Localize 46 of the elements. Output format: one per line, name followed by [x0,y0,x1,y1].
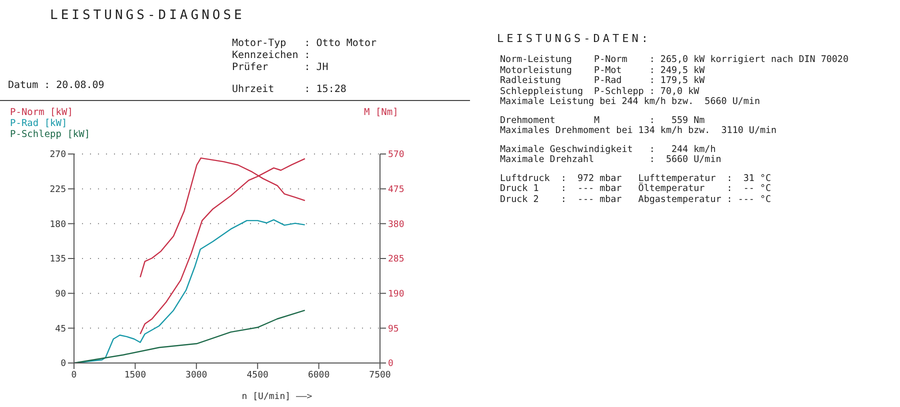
text: Norm-Leistung P-Norm : 265,0 kW korrigiert nach DIN 70020 [500,54,848,66]
line-series [74,310,306,363]
x-tick-label: 1500 [124,370,146,380]
text: P-Rad [kW] [10,118,68,129]
y-tick-label: 225 [50,185,66,196]
text: Datum : 20.08.09 [8,80,104,91]
y2-tick-label: 285 [388,254,404,265]
text: Maximale Drehzahl : 5660 U/min [500,154,722,166]
text: Motor-Typ : Otto Motor [232,38,376,50]
x-tick-label: 6000 [308,370,330,380]
y-tick-label: 90 [55,290,66,300]
text: Luftdruck : 972 mbar Lufttemperatur : 31 °C [500,172,772,184]
text: Prüfer : JH [232,62,330,74]
text: Kennzeichen : [232,50,312,62]
chart-title: LEISTUNGS-DIAGNOSE [50,8,245,23]
x-axis-title: n [U/min] ——> [242,392,313,402]
text: Radleistung P-Rad : 179,5 kW [500,75,706,86]
text: Drehmoment M : 559 Nm [500,114,706,126]
y2-tick-label: 475 [388,185,404,196]
text: Druck 1 : --- mbar Öltemperatur : -- °C [500,183,772,194]
x-tick-label: 3000 [186,370,208,380]
y2-tick-label: 190 [388,290,404,300]
y-tick-label: 180 [50,220,66,230]
y2-tick-label: 380 [388,220,404,230]
text: Maximale Leistung bei 244 km/h bzw. 5660 U/min [500,96,761,108]
text: Maximales Drehmoment bei 134 km/h bzw. 3110 U/min [500,125,778,136]
text: LEISTUNGS-DATEN: [497,32,651,45]
text: Maximale Geschwindigkeit : 244 km/h [500,144,717,155]
text: P-Norm [kW] [10,107,74,118]
y-tick-label: 135 [50,254,66,265]
text: Druck 2 : --- mbar Abgastemperatur : --- °C [500,194,772,205]
x-tick-label: 0 [71,370,77,380]
y2-tick-label: 570 [388,150,404,160]
y2-tick-label: 95 [388,324,399,334]
y-tick-label: 45 [55,324,66,334]
y-tick-label: 270 [50,150,66,160]
line-series [140,158,306,335]
text: Uhrzeit : 15:28 [232,84,348,96]
y2-axis-title: M [Nm] [364,107,398,118]
x-tick-label: 4500 [246,370,268,380]
y-tick-label: 0 [60,359,66,370]
text: Schleppleistung P-Schlepp : 70,0 kW [500,86,700,96]
y2-tick-label: 0 [388,359,394,370]
x-tick-label: 7500 [369,370,391,380]
text: Motorleistung P-Mot : 249,5 kW [500,64,706,76]
text: P-Schlepp [kW] [10,129,90,140]
